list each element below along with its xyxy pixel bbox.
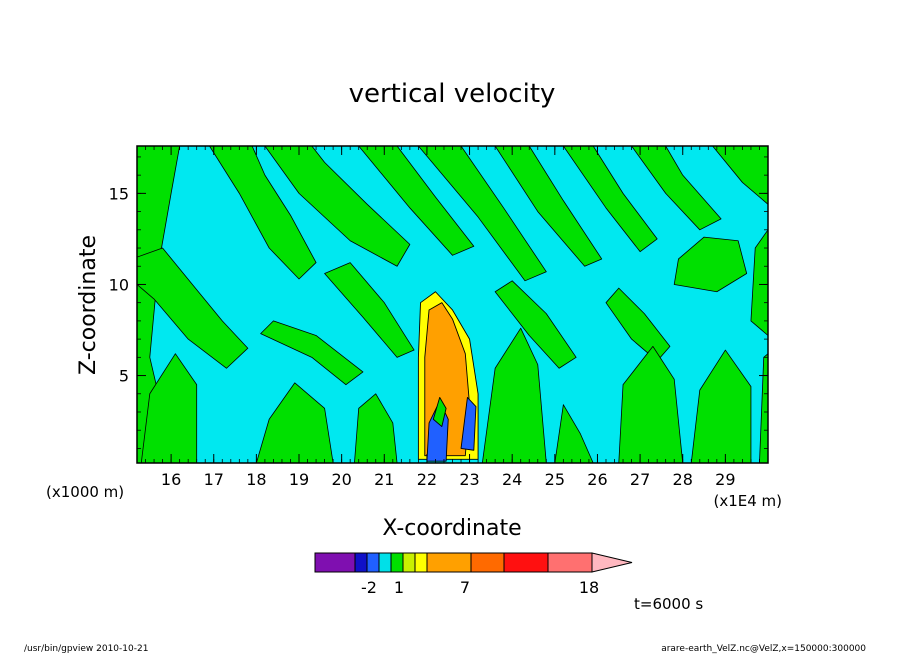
x-tick-label: 21	[374, 470, 394, 489]
x-axis-label: X-coordinate	[382, 516, 521, 541]
colorbar-segment	[366, 552, 380, 573]
x-tick-label: 19	[289, 470, 309, 489]
green-contour-region	[631, 146, 722, 231]
green-contour-region	[494, 146, 603, 267]
green-contour-region	[137, 247, 249, 369]
green-contour-region	[260, 320, 364, 386]
y-tick-label: 10	[109, 275, 129, 294]
green-contour-region	[562, 146, 658, 253]
colorbar-segment	[414, 552, 428, 573]
green-contour-region	[605, 287, 671, 362]
colorbar-tick-label: -2	[361, 578, 377, 597]
y-axis-label: Z-coordinate	[76, 235, 101, 375]
x-tick-label: 24	[502, 470, 522, 489]
green-updraft-bands	[137, 146, 768, 463]
y-unit-label: (x1000 m)	[46, 483, 124, 501]
colorbar-segment	[503, 552, 549, 573]
green-contour-region	[417, 146, 547, 282]
x-tick-label: 25	[545, 470, 565, 489]
x-tick-label: 27	[630, 470, 650, 489]
x-tick-label: 17	[204, 470, 224, 489]
colorbar-segment	[547, 552, 593, 573]
y-tick-label: 5	[119, 367, 129, 386]
green-contour-region	[712, 146, 768, 205]
green-contour-region	[554, 404, 594, 463]
green-contour-region	[494, 280, 577, 369]
colorbar: -2 1 7 18	[314, 552, 633, 597]
green-contour-region	[481, 327, 547, 463]
green-contour-region	[209, 146, 317, 280]
x-tick-label: 28	[673, 470, 693, 489]
colorbar-segment	[470, 552, 505, 573]
x-tick-label: 20	[331, 470, 351, 489]
green-contour-region	[759, 353, 768, 463]
time-annotation: t=6000 s	[634, 595, 703, 613]
green-contour-region	[690, 349, 752, 463]
x-unit-label: (x1E4 m)	[713, 492, 782, 510]
colorbar-tick-label: 1	[394, 578, 404, 597]
green-contour-region	[618, 346, 684, 463]
colorbar-segment	[390, 552, 404, 573]
plot-area	[137, 146, 768, 463]
x-tick-label: 26	[587, 470, 607, 489]
colorbar-segment	[354, 552, 368, 573]
footer-right: arare-earth_VelZ.nc@VelZ,x=150000:300000	[661, 644, 866, 654]
blue-downdraft-region	[460, 396, 477, 451]
x-tick-label: 23	[459, 470, 479, 489]
convective-core	[417, 291, 479, 462]
x-tick-label: 22	[417, 470, 437, 489]
green-contour-region	[358, 146, 475, 256]
x-axis: 16 17 18 19 20 21 22 23 24 25 26 27 28 29	[136, 146, 769, 489]
x-tick-label: 18	[246, 470, 266, 489]
green-contour-region	[140, 353, 198, 463]
colorbar-segment	[426, 552, 472, 573]
y-axis: 5 10 15	[109, 156, 768, 449]
colorbar-tick-label: 18	[579, 578, 599, 597]
x-tick-label: 29	[715, 470, 735, 489]
footer-left: /usr/bin/gpview 2010-10-21	[24, 644, 148, 654]
chart-title: vertical velocity	[349, 79, 556, 109]
colorbar-segment	[402, 552, 416, 573]
green-contour-region	[354, 393, 398, 463]
colorbar-extension-arrow	[591, 552, 633, 573]
green-contour-region	[324, 262, 415, 358]
green-contour-region	[673, 236, 748, 293]
green-contour-region	[432, 396, 447, 428]
colorbar-segment	[314, 552, 356, 573]
green-contour-region	[255, 382, 334, 463]
colorbar-segment	[378, 552, 392, 573]
green-contour-region	[750, 229, 768, 336]
x-tick-label: 16	[161, 470, 181, 489]
green-contour-region	[264, 146, 411, 267]
colorbar-tick-label: 7	[460, 578, 470, 597]
y-tick-label: 15	[109, 184, 129, 203]
